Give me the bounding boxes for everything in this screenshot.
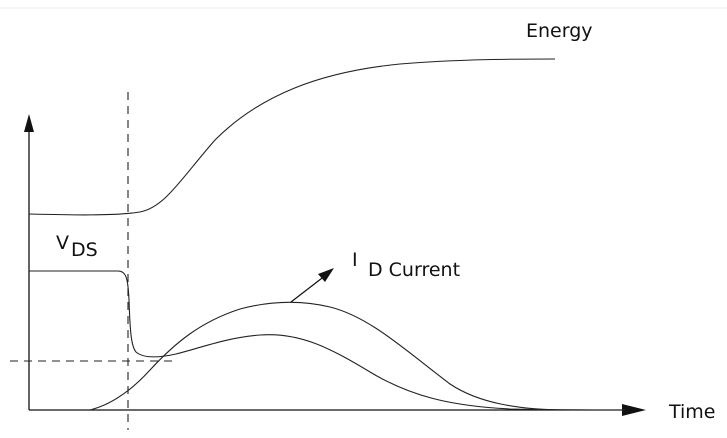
energy-label: Energy: [526, 20, 593, 42]
time-axis-label: Time: [668, 401, 716, 423]
id-current-curve: [89, 301, 625, 411]
vds-label-main: V: [56, 232, 69, 254]
energy-curve: [28, 58, 556, 216]
id-pointer-line: [290, 274, 327, 303]
y-axis-arrowhead: [24, 114, 34, 132]
vds-curve: [29, 270, 626, 411]
id-label-main: I: [352, 249, 358, 271]
id-pointer-arrowhead: [318, 268, 334, 282]
id-label-subscript: D Current: [368, 259, 460, 281]
x-axis-arrowhead: [622, 404, 646, 416]
vds-label-subscript: DS: [71, 239, 98, 261]
